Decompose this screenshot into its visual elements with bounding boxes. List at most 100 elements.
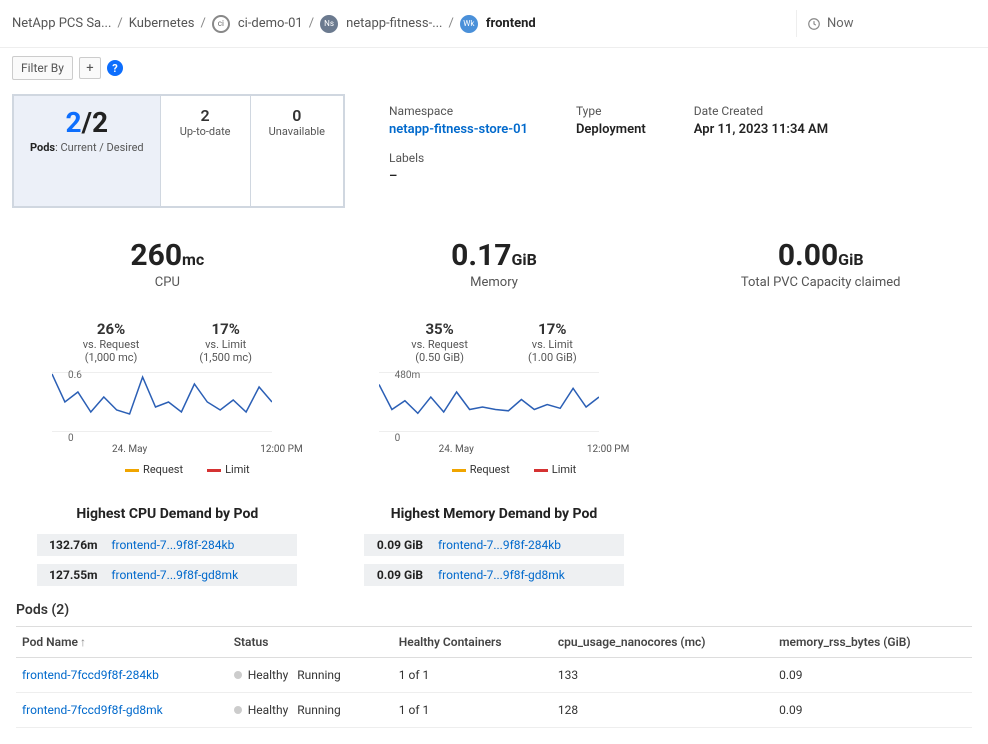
breadcrumb-current: frontend — [486, 16, 536, 31]
uptodate-count: 2 — [179, 106, 232, 125]
pods-title: Pods (2) — [16, 602, 972, 618]
uptodate-label: Up-to-date — [179, 125, 232, 138]
meta-key: Labels — [389, 151, 424, 165]
cpu-vs-request: 26% vs. Request (1,000 mc) — [83, 320, 140, 364]
breadcrumb-item[interactable]: netapp-fitness-... — [346, 16, 442, 31]
meta-key: Namespace — [389, 104, 528, 118]
legend-request: Request — [452, 463, 510, 476]
status-dot-icon — [234, 671, 242, 679]
help-icon[interactable]: ? — [107, 60, 123, 76]
breadcrumbs: NetApp PCS Sa... / Kubernetes / ci ci-de… — [12, 15, 536, 33]
deployment-meta: Namespace netapp-fitness-store-01 Type D… — [369, 94, 976, 208]
time-range-label: Now — [827, 16, 853, 31]
meta-date-created: Date Created Apr 11, 2023 11:34 AM — [694, 104, 828, 137]
y-axis-bot: 0 — [68, 433, 74, 444]
memory-label: Memory — [339, 275, 650, 290]
table-header-row: Pod Name↑ Status Healthy Containers cpu_… — [16, 627, 972, 658]
col-memory[interactable]: memory_rss_bytes (GiB) — [773, 627, 972, 658]
memory-demand-list: 0.09 GiB frontend-7...9f8f-284kb 0.09 Gi… — [339, 534, 650, 586]
stat-line2: (1,000 mc) — [83, 351, 140, 364]
y-axis-top: 0.6 — [68, 370, 82, 381]
col-cpu[interactable]: cpu_usage_nanocores (mc) — [552, 627, 773, 658]
cpu-demand-title: Highest CPU Demand by Pod — [12, 506, 323, 522]
pod-link[interactable]: frontend-7fccd9f8f-284kb — [22, 668, 159, 682]
cpu-chart: 0.6 0 24. May 12:00 PM Request Limit — [12, 372, 323, 476]
memory-demand-title: Highest Memory Demand by Pod — [339, 506, 650, 522]
pods-ratio-label: Pods: Current / Desired — [30, 141, 144, 154]
clock-icon — [807, 17, 821, 31]
pod-link[interactable]: frontend-7fccd9f8f-gd8mk — [22, 703, 163, 717]
demand-pod-link[interactable]: frontend-7...9f8f-gd8mk — [111, 568, 238, 582]
x-axis-label: 12:00 PM — [260, 444, 302, 455]
col-pod-name[interactable]: Pod Name↑ — [16, 627, 228, 658]
x-axis-label: 12:00 PM — [587, 444, 629, 455]
memory-sparkline — [379, 372, 599, 432]
stat-pct: 35% — [411, 320, 468, 338]
pod-cpu: 133 — [552, 658, 773, 693]
table-row: frontend-7fccd9f8f-284kbHealthy Running1… — [16, 658, 972, 693]
meta-type: Type Deployment — [576, 104, 646, 137]
col-status[interactable]: Status — [228, 627, 393, 658]
breadcrumb-separator: / — [309, 16, 314, 31]
memory-panel: 0.17GiB Memory 35% vs. Request (0.50 GiB… — [339, 238, 650, 586]
stat-line2: (1.00 GiB) — [528, 351, 577, 364]
breadcrumb-item[interactable]: ci-demo-01 — [238, 16, 303, 31]
pod-memory: 0.09 — [773, 693, 972, 728]
metrics-row: 260mc CPU 26% vs. Request (1,000 mc) 17%… — [0, 208, 988, 586]
x-axis-label: 24. May — [439, 444, 474, 455]
meta-value: Deployment — [576, 122, 646, 137]
meta-key: Type — [576, 104, 646, 118]
legend-limit: Limit — [207, 463, 250, 476]
pod-containers: 1 of 1 — [393, 693, 552, 728]
cpu-sparkline — [52, 372, 272, 432]
stat-line2: (0.50 GiB) — [411, 351, 468, 364]
filter-by-button[interactable]: Filter By — [12, 56, 73, 80]
memory-vs-request: 35% vs. Request (0.50 GiB) — [411, 320, 468, 364]
breadcrumb-item[interactable]: NetApp PCS Sa... — [12, 16, 111, 31]
namespace-link[interactable]: netapp-fitness-store-01 — [389, 122, 528, 137]
meta-labels: Labels – — [389, 151, 424, 184]
pod-status: Healthy Running — [228, 693, 393, 728]
stat-pct: 17% — [528, 320, 577, 338]
meta-namespace: Namespace netapp-fitness-store-01 — [389, 104, 528, 137]
unavailable-count: 0 — [269, 106, 325, 125]
demand-row: 132.76m frontend-7...9f8f-284kb — [37, 534, 297, 556]
demand-value: 127.55m — [45, 568, 101, 582]
filter-bar: Filter By + ? — [0, 48, 988, 88]
cluster-icon: ci — [212, 15, 230, 33]
stat-line1: vs. Limit — [199, 338, 252, 351]
summary-row: 2/2 Pods: Current / Desired 2 Up-to-date… — [0, 88, 988, 208]
pods-current: 2 — [66, 106, 82, 139]
namespace-icon: Ns — [320, 15, 338, 33]
pvc-label: Total PVC Capacity claimed — [665, 275, 976, 290]
pods-ratio-tile[interactable]: 2/2 Pods: Current / Desired — [14, 96, 160, 206]
cpu-vs-limit: 17% vs. Limit (1,500 mc) — [199, 320, 252, 364]
uptodate-tile[interactable]: 2 Up-to-date — [160, 96, 250, 206]
demand-pod-link[interactable]: frontend-7...9f8f-gd8mk — [438, 568, 565, 582]
add-filter-button[interactable]: + — [79, 57, 101, 79]
demand-pod-link[interactable]: frontend-7...9f8f-284kb — [111, 538, 234, 552]
breadcrumb-item[interactable]: Kubernetes — [129, 16, 195, 31]
pod-memory: 0.09 — [773, 658, 972, 693]
demand-value: 132.76m — [45, 538, 101, 552]
pod-containers: 1 of 1 — [393, 658, 552, 693]
status-dot-icon — [234, 706, 242, 714]
memory-legend: Request Limit — [379, 463, 650, 476]
unavailable-tile[interactable]: 0 Unavailable — [250, 96, 343, 206]
demand-pod-link[interactable]: frontend-7...9f8f-284kb — [438, 538, 561, 552]
cpu-legend: Request Limit — [52, 463, 323, 476]
legend-swatch-request — [452, 469, 466, 472]
pods-desired: 2 — [92, 106, 108, 139]
demand-value: 0.09 GiB — [372, 568, 428, 582]
table-row: frontend-7fccd9f8f-gd8mk Healthy Running1… — [16, 693, 972, 728]
y-axis-bot: 0 — [395, 433, 401, 444]
memory-chart: 480m 0 24. May 12:00 PM Request Limit — [339, 372, 650, 476]
stat-pct: 26% — [83, 320, 140, 338]
x-axis-label: 24. May — [112, 444, 147, 455]
cpu-panel: 260mc CPU 26% vs. Request (1,000 mc) 17%… — [12, 238, 323, 586]
stat-line1: vs. Limit — [528, 338, 577, 351]
time-range-button[interactable]: Now — [796, 10, 976, 37]
pvc-value: 0.00GiB — [665, 238, 976, 273]
meta-key: Date Created — [694, 104, 828, 118]
col-healthy-containers[interactable]: Healthy Containers — [393, 627, 552, 658]
